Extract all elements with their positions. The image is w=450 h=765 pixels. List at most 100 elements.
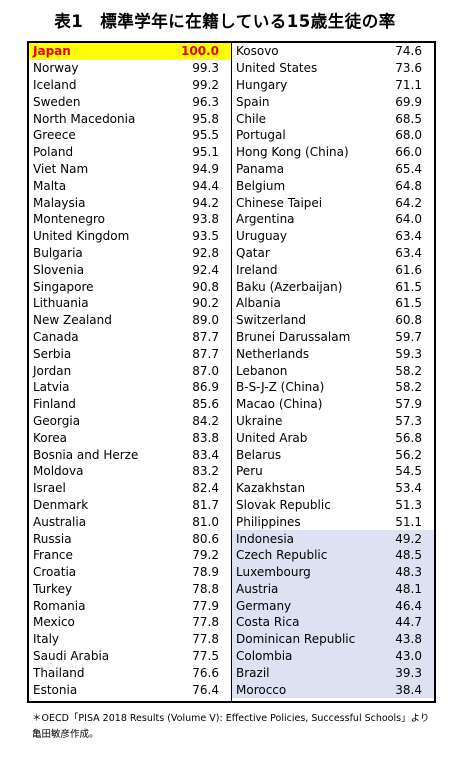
table-title: 表1 標準学年に在籍している15歳生徒の率 xyxy=(54,12,396,31)
table-row: France 79.2 xyxy=(29,547,231,564)
country-name: Hong Kong (China) xyxy=(236,145,349,160)
table-row: Albania 61.5 xyxy=(232,295,434,312)
rate-value: 63.4 xyxy=(395,229,422,244)
rate-value: 94.2 xyxy=(192,195,219,210)
table-row: Brazil 39.3 xyxy=(232,664,434,682)
table-row: Saudi Arabia 77.5 xyxy=(29,648,231,665)
table-row: Colombia 43.0 xyxy=(232,647,434,665)
rate-value: 79.2 xyxy=(192,548,219,563)
country-name: Korea xyxy=(33,430,68,445)
rate-value: 95.8 xyxy=(192,111,219,126)
country-name: Canada xyxy=(33,329,79,344)
rate-value: 93.8 xyxy=(192,212,219,227)
country-name: Bulgaria xyxy=(33,245,83,260)
country-name: Turkey xyxy=(33,581,73,596)
table-row: Japan 100.0 xyxy=(29,43,231,60)
country-name: United States xyxy=(236,61,318,76)
source-note: ＊OECD「PISA 2018 Results (Volume V): Effe… xyxy=(32,711,429,743)
rate-value: 80.6 xyxy=(192,531,219,546)
table-row: Brunei Darussalam 59.7 xyxy=(232,329,434,346)
table-row: Bulgaria 92.8 xyxy=(29,245,231,262)
rate-value: 81.7 xyxy=(192,497,219,512)
rate-value: 46.4 xyxy=(395,598,422,613)
table-row: Israel 82.4 xyxy=(29,480,231,497)
country-name: Romania xyxy=(33,598,86,613)
country-name: Greece xyxy=(33,128,76,143)
table-row: Australia 81.0 xyxy=(29,513,231,530)
rate-value: 84.2 xyxy=(192,413,219,428)
table-row: Turkey 78.8 xyxy=(29,581,231,598)
table-row: Croatia 78.9 xyxy=(29,564,231,581)
table-row: Chile 68.5 xyxy=(232,110,434,127)
rate-value: 57.9 xyxy=(395,397,422,412)
table-row: Ireland 61.6 xyxy=(232,261,434,278)
rate-value: 76.4 xyxy=(192,682,219,697)
rate-value: 66.0 xyxy=(395,145,422,160)
source-note-line-2: 亀田敏彦作成。 xyxy=(32,729,99,740)
table-row: Argentina 64.0 xyxy=(232,211,434,228)
rate-value: 53.4 xyxy=(395,481,422,496)
country-name: Chile xyxy=(236,111,267,126)
table-row: Georgia 84.2 xyxy=(29,413,231,430)
rate-value: 39.3 xyxy=(395,665,422,680)
country-name: Macao (China) xyxy=(236,397,323,412)
rate-value: 43.0 xyxy=(395,649,422,664)
table-row: Belarus 56.2 xyxy=(232,446,434,463)
country-name: Russia xyxy=(33,531,72,546)
table-row: Germany 46.4 xyxy=(232,597,434,615)
rate-value: 38.4 xyxy=(395,682,422,697)
rate-value: 49.2 xyxy=(395,531,422,546)
country-name: Saudi Arabia xyxy=(33,649,110,664)
table-row: Bosnia and Herze 83.4 xyxy=(29,446,231,463)
rate-value: 43.8 xyxy=(395,632,422,647)
table-row: Czech Republic 48.5 xyxy=(232,546,434,564)
rate-value: 51.3 xyxy=(395,497,422,512)
table-row: Kosovo 74.6 xyxy=(232,43,434,60)
table-row: Malta 94.4 xyxy=(29,177,231,194)
rate-value: 85.6 xyxy=(192,397,219,412)
data-table: Japan 100.0 Norway 99.3 Iceland 99.2 Sweden 96.… xyxy=(27,41,436,703)
rate-value: 95.1 xyxy=(192,145,219,160)
country-name: Finland xyxy=(33,397,76,412)
country-name: Brunei Darussalam xyxy=(236,329,351,344)
country-name: Iceland xyxy=(33,77,77,92)
table-row: New Zealand 89.0 xyxy=(29,312,231,329)
table-row: Hong Kong (China) 66.0 xyxy=(232,144,434,161)
country-name: Japan xyxy=(33,44,71,59)
country-name: Bosnia and Herze xyxy=(33,447,139,462)
rate-value: 90.2 xyxy=(192,296,219,311)
table-row: Spain 69.9 xyxy=(232,93,434,110)
rate-value: 68.0 xyxy=(395,128,422,143)
rate-value: 95.5 xyxy=(192,128,219,143)
rate-value: 86.9 xyxy=(192,380,219,395)
table-row: Lithuania 90.2 xyxy=(29,295,231,312)
rate-value: 83.4 xyxy=(192,447,219,462)
rate-value: 77.9 xyxy=(192,598,219,613)
table-row: United States 73.6 xyxy=(232,60,434,77)
rate-value: 81.0 xyxy=(192,514,219,529)
rate-value: 56.2 xyxy=(395,447,422,462)
rate-value: 59.7 xyxy=(395,329,422,344)
table-row: United Kingdom 93.5 xyxy=(29,228,231,245)
rate-value: 61.5 xyxy=(395,296,422,311)
country-name: Belarus xyxy=(236,447,282,462)
country-name: Singapore xyxy=(33,279,94,294)
rate-value: 56.8 xyxy=(395,430,422,445)
country-name: B-S-J-Z (China) xyxy=(236,380,325,395)
right-column: Kosovo 74.6 United States 73.6 Hungary 71.1 Sp… xyxy=(232,43,434,701)
rate-value: 99.2 xyxy=(192,77,219,92)
table-row: Kazakhstan 53.4 xyxy=(232,480,434,497)
country-name: Portugal xyxy=(236,128,286,143)
country-name: Germany xyxy=(236,598,292,613)
table-row: United Arab 56.8 xyxy=(232,429,434,446)
rate-value: 77.5 xyxy=(192,649,219,664)
table-row: B-S-J-Z (China) 58.2 xyxy=(232,379,434,396)
rate-value: 77.8 xyxy=(192,615,219,630)
country-name: Panama xyxy=(236,161,285,176)
country-name: Moldova xyxy=(33,464,84,479)
country-name: Norway xyxy=(33,61,79,76)
table-row: Iceland 99.2 xyxy=(29,77,231,94)
source-note-line-1: ＊OECD「PISA 2018 Results (Volume V): Effe… xyxy=(32,713,430,724)
country-name: Czech Republic xyxy=(236,548,328,563)
country-name: Slovenia xyxy=(33,262,85,277)
